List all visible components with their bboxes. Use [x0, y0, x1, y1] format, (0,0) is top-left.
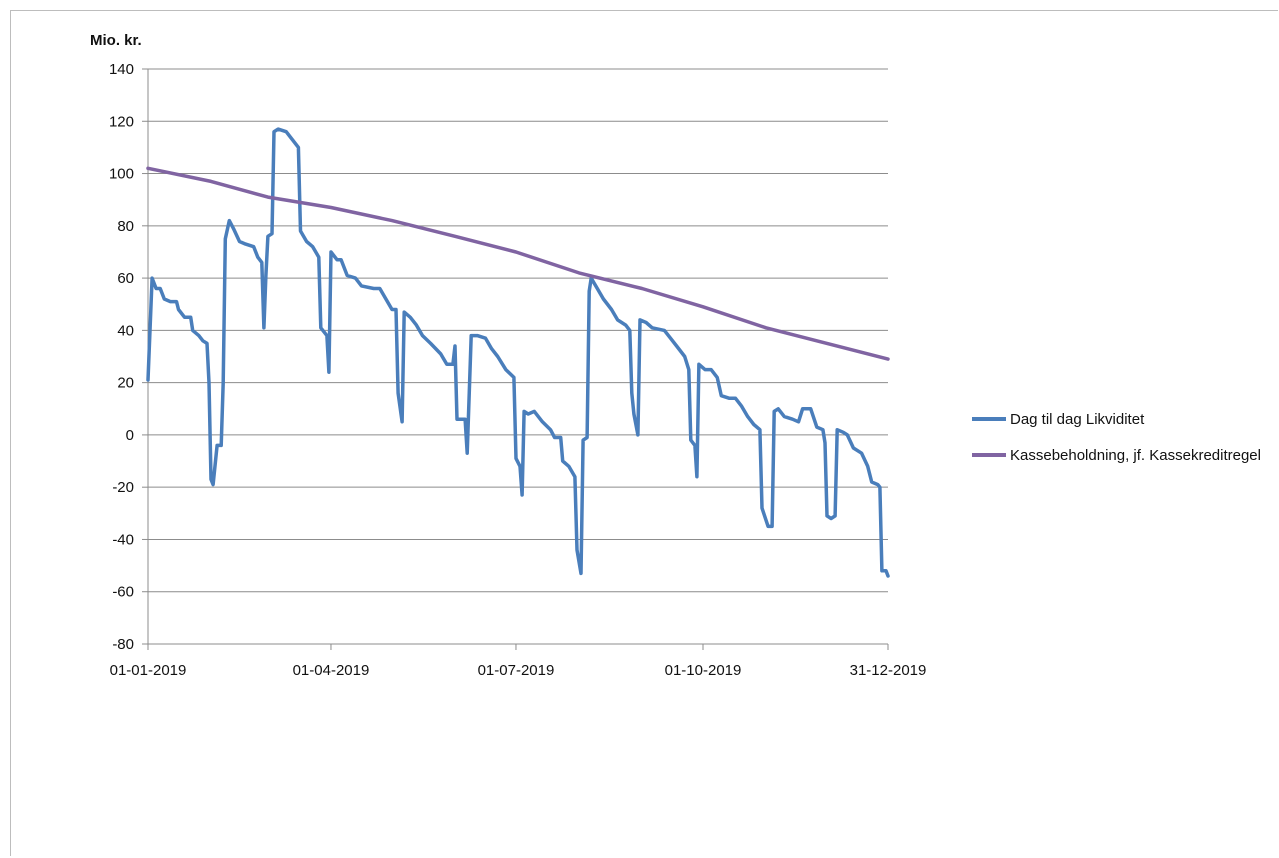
y-tick-label: -60 — [112, 584, 134, 601]
y-tick-label: -20 — [112, 479, 134, 496]
x-tick-label: 01-07-2019 — [478, 662, 555, 679]
series-lines — [146, 127, 890, 578]
y-tick-label: 40 — [117, 322, 134, 339]
series-line-1 — [146, 127, 890, 578]
y-tick-label: 0 — [126, 427, 134, 444]
y-tick-label: 140 — [109, 61, 134, 78]
legend: Dag til dag Likviditet Kassebeholdning, j… — [972, 411, 1261, 464]
x-tick-label: 01-04-2019 — [293, 662, 370, 679]
legend-label-2: Kassebeholdning, jf. Kassekreditregel — [1010, 447, 1261, 464]
y-tick-label: 120 — [109, 113, 134, 130]
x-tick-label: 01-10-2019 — [665, 662, 742, 679]
y-tick-label: 100 — [109, 166, 134, 183]
series-line-2 — [146, 166, 890, 361]
chart-frame — [10, 10, 1278, 856]
y-tick-label: 60 — [117, 270, 134, 287]
y-tick-label: 20 — [117, 375, 134, 392]
axes: -80 -60 -40 -20 0 20 40 60 80 100 120 140 01-01-2019… — [109, 61, 926, 679]
y-tick-label: -80 — [112, 636, 134, 653]
x-tick-label: 31-12-2019 — [850, 662, 927, 679]
x-tick-label: 01-01-2019 — [110, 662, 187, 679]
y-tick-label: 80 — [117, 218, 134, 235]
legend-label-1: Dag til dag Likviditet — [1010, 411, 1145, 428]
y-axis-label: Mio. kr. — [90, 32, 142, 49]
y-tick-label: -40 — [112, 531, 134, 548]
gridlines — [148, 68, 888, 645]
